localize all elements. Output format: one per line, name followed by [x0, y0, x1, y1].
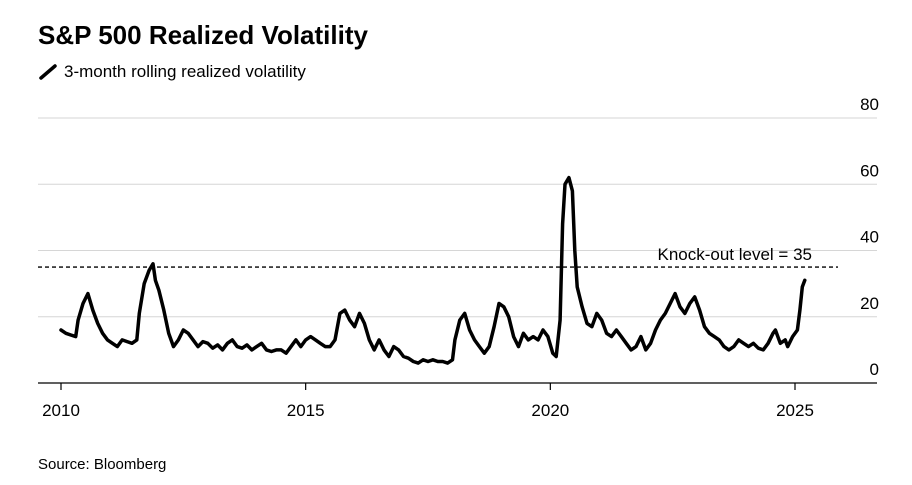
chart-title: S&P 500 Realized Volatility: [38, 20, 368, 50]
x-tick-label: 2015: [287, 401, 325, 420]
y-tick-label: 40: [860, 228, 879, 247]
y-tick-label: 60: [860, 161, 879, 180]
x-tick-label: 2020: [531, 401, 569, 420]
line-chart: Knock-out level = 35 0 20 40 60 80 2010 2015 20…: [38, 95, 879, 420]
legend: 3-month rolling realized volatility: [38, 62, 306, 82]
x-tick-label: 2010: [42, 401, 80, 420]
x-tick-label: 2025: [776, 401, 814, 420]
legend-label: 3-month rolling realized volatility: [64, 62, 306, 81]
source-note: Source: Bloomberg: [38, 456, 167, 473]
y-tick-label: 80: [860, 95, 879, 114]
volatility-series-line: [59, 175, 807, 365]
knock-out-label: Knock-out level = 35: [657, 245, 812, 264]
line-legend-icon: [39, 64, 57, 80]
y-tick-label: 0: [870, 360, 879, 379]
y-tick-label: 20: [860, 294, 879, 313]
